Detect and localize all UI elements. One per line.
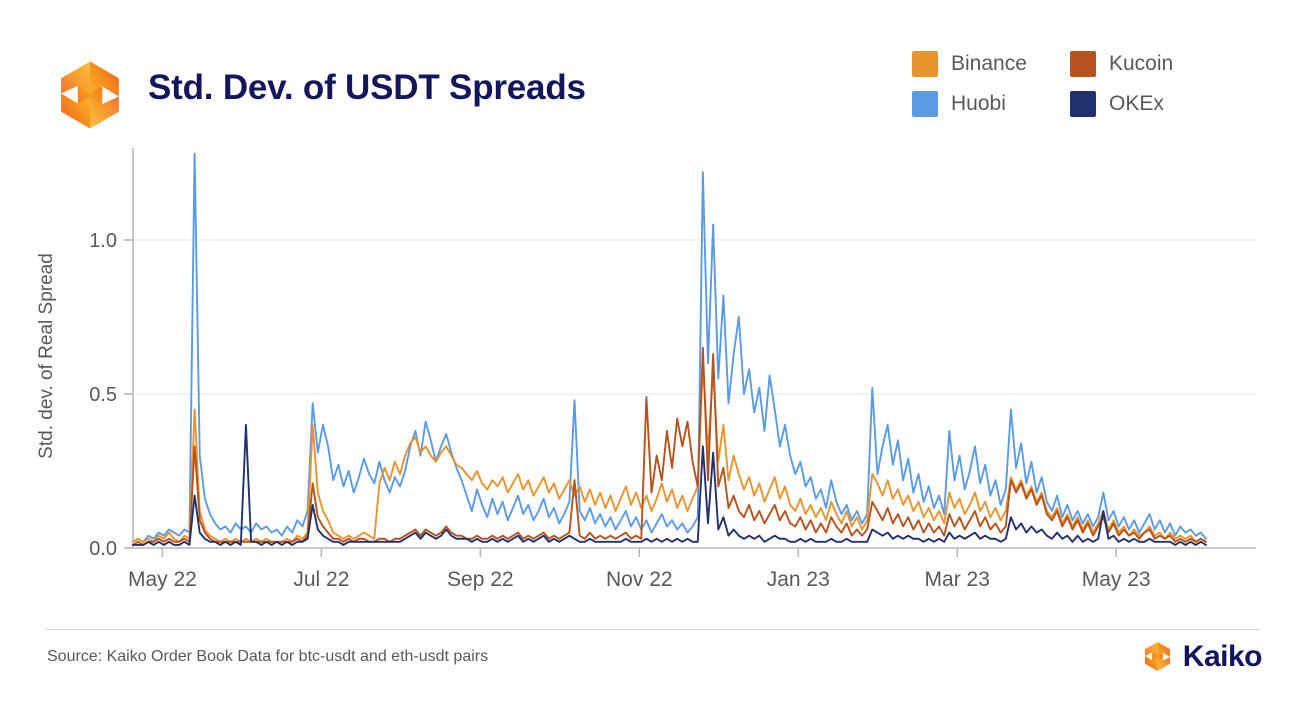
footer-divider [46, 629, 1260, 630]
legend-label-okex: OKEx [1109, 92, 1164, 115]
series-line-huobi [132, 152, 1207, 543]
chart-legend: Binance Kucoin Huobi OKEx [912, 44, 1212, 124]
kaiko-hexagon-icon [52, 57, 128, 133]
source-note: Source: Kaiko Order Book Data for btc-us… [47, 648, 489, 665]
svg-text:0.5: 0.5 [89, 384, 117, 406]
y-axis-title: Std. dev. of Real Spread [36, 253, 57, 459]
svg-text:Mar 23: Mar 23 [925, 568, 990, 591]
svg-text:May 23: May 23 [1082, 568, 1151, 591]
legend-swatch-okex [1070, 91, 1096, 117]
svg-text:0.0: 0.0 [89, 538, 117, 560]
svg-text:Jan 23: Jan 23 [767, 568, 830, 591]
svg-text:May 22: May 22 [128, 568, 197, 591]
legend-swatch-binance [912, 51, 938, 77]
svg-text:Jul 22: Jul 22 [293, 568, 349, 591]
series-line-kucoin [132, 346, 1207, 546]
legend-swatch-kucoin [1070, 51, 1096, 77]
legend-item-okex[interactable]: OKEx [1070, 91, 1220, 117]
legend-label-huobi: Huobi [951, 92, 1006, 115]
legend-item-kucoin[interactable]: Kucoin [1070, 51, 1220, 77]
legend-label-kucoin: Kucoin [1109, 52, 1174, 75]
footer-brand: Kaiko [1141, 639, 1263, 673]
legend-swatch-huobi [912, 91, 938, 117]
legend-label-binance: Binance [951, 52, 1027, 75]
svg-text:Sep 22: Sep 22 [447, 568, 514, 591]
chart-plot-area: Std. dev. of Real Spread 0.0 0.5 1.0 May 22… [0, 140, 1306, 610]
series-line-okex [132, 423, 1207, 546]
footer-wordmark: Kaiko [1182, 639, 1263, 673]
svg-text:1.0: 1.0 [89, 230, 117, 252]
kaiko-hexagon-icon [1141, 640, 1174, 673]
chart-header: Std. Dev. of USDT Spreads Binance Kucoin… [0, 0, 1306, 145]
series-line-binance [132, 362, 1207, 543]
svg-text:Nov 22: Nov 22 [606, 568, 673, 591]
legend-item-huobi[interactable]: Huobi [912, 91, 1070, 117]
legend-item-binance[interactable]: Binance [912, 51, 1070, 77]
line-chart-svg: 0.0 0.5 1.0 May 22 Jul 22 Sep 22 Nov 22 Jan 23 M… [89, 148, 1256, 591]
page-title: Std. Dev. of USDT Spreads [148, 68, 586, 107]
